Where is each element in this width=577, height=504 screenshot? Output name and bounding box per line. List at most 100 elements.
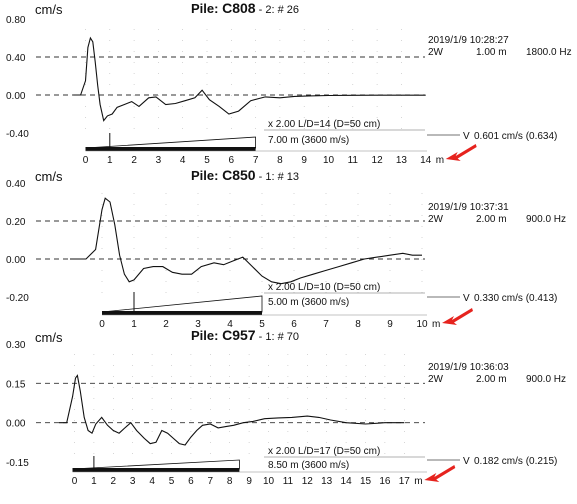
pile-id: C850 <box>222 167 256 183</box>
y-tick-label: 0.20 <box>6 217 26 228</box>
x-tick-label: 12 <box>302 476 314 487</box>
x-tick-label: 6 <box>229 155 235 166</box>
y-tick-label: -0.40 <box>6 129 29 140</box>
title-prefix: Pile: <box>191 1 222 16</box>
x-tick-label: 8 <box>227 476 233 487</box>
x-tick-label: 4 <box>149 476 155 487</box>
sampling-frequency: 900.0 Hz <box>526 214 566 225</box>
x-unit-label: m <box>436 155 444 166</box>
test-datetime: 2019/1/9 10:36:03 <box>428 362 509 373</box>
info-length-label: 7.00 m (3600 m/s) <box>268 135 349 146</box>
x-tick-label: 0 <box>72 476 78 487</box>
info-ld-label: x 2.00 L/D=14 (D=50 cm) <box>268 119 380 130</box>
pile-sub: - 1: # 13 <box>256 171 299 183</box>
window-length: 2.00 m <box>476 374 507 385</box>
x-tick-label: 11 <box>348 155 359 166</box>
velocity-label: V <box>463 131 470 142</box>
chart-title: Pile: C808 - 2: # 26 <box>191 0 299 16</box>
title-prefix: Pile: <box>191 328 222 343</box>
x-tick-label: 2 <box>111 476 117 487</box>
x-tick-label: 13 <box>321 476 333 487</box>
x-tick-label: 6 <box>188 476 194 487</box>
chart-title: Pile: C850 - 1: # 13 <box>191 167 299 183</box>
x-tick-label: 10 <box>323 155 335 166</box>
pile-length-bar <box>85 147 256 151</box>
chart-panel-c957: cm/s Pile: C957 - 1: # 70 0.30 0.15 0.00 -0.1… <box>6 327 566 487</box>
y-unit-label: cm/s <box>35 169 63 184</box>
y-unit-label: cm/s <box>35 330 63 345</box>
sampling-frequency: 900.0 Hz <box>526 374 566 385</box>
x-tick-label: 3 <box>195 319 201 330</box>
x-tick-label: 8 <box>277 155 283 166</box>
window-length: 1.00 m <box>476 47 507 58</box>
x-tick-label: 0 <box>99 319 105 330</box>
pile-length-bar <box>102 311 262 315</box>
x-tick-label: 16 <box>379 476 391 487</box>
x-tick-label: 5 <box>169 476 175 487</box>
x-tick-label: 15 <box>360 476 372 487</box>
pile-sub: - 2: # 26 <box>256 4 299 16</box>
x-unit-label: m <box>432 319 440 330</box>
x-tick-label: 0 <box>83 155 89 166</box>
y-tick-label: -0.20 <box>6 293 29 304</box>
x-tick-label: 10 <box>416 319 428 330</box>
velocity-value: 0.330 cm/s (0.413) <box>474 293 557 304</box>
x-tick-label: 8 <box>355 319 361 330</box>
x-tick-label: 14 <box>420 155 432 166</box>
x-tick-label: 1 <box>131 319 137 330</box>
y-tick-label: 0.40 <box>6 179 26 190</box>
test-datetime: 2019/1/9 10:37:31 <box>428 202 509 213</box>
velocity-waveform <box>73 36 426 122</box>
x-tick-label: 9 <box>387 319 393 330</box>
chart-title: Pile: C957 - 1: # 70 <box>191 327 299 343</box>
pile-length-wedge <box>85 136 257 149</box>
y-tick-label: 0.15 <box>6 379 26 390</box>
red-arrow-icon <box>424 465 456 482</box>
window-mode: 2W <box>428 214 444 225</box>
x-tick-label: 5 <box>204 155 210 166</box>
x-tick-label: 4 <box>227 319 233 330</box>
velocity-waveform <box>70 197 422 285</box>
y-tick-label: 0.80 <box>6 15 26 26</box>
x-tick-label: 3 <box>156 155 162 166</box>
pile-length-wedge <box>101 295 263 313</box>
velocity-value: 0.182 cm/s (0.215) <box>474 456 557 467</box>
pile-id: C957 <box>222 327 256 343</box>
x-tick-label: 5 <box>259 319 265 330</box>
y-tick-label: 0.00 <box>6 419 26 430</box>
chart-panel-c850: cm/s Pile: C850 - 1: # 13 0.40 0.20 0.00 -0.2… <box>6 167 566 330</box>
x-tick-label: 3 <box>130 476 136 487</box>
window-mode: 2W <box>428 47 444 58</box>
x-tick-label: 4 <box>180 155 186 166</box>
x-tick-label: 7 <box>208 476 214 487</box>
red-arrow-icon <box>445 144 477 161</box>
x-tick-label: 14 <box>341 476 353 487</box>
y-tick-label: 0.30 <box>6 340 26 351</box>
x-tick-label: 7 <box>253 155 259 166</box>
x-tick-label: 11 <box>283 476 294 487</box>
chart-panel-c808: cm/s Pile: C808 - 2: # 26 0.80 0.40 0.00 -0.4… <box>6 0 572 166</box>
pile-id: C808 <box>222 0 256 16</box>
info-length-label: 5.00 m (3600 m/s) <box>268 297 349 308</box>
velocity-label: V <box>463 293 470 304</box>
velocity-waveform <box>59 374 405 446</box>
red-arrow-icon <box>442 308 473 325</box>
x-tick-label: 9 <box>301 155 307 166</box>
x-tick-label: 17 <box>399 476 411 487</box>
y-tick-label: 0.40 <box>6 53 26 64</box>
x-tick-label: 2 <box>131 155 137 166</box>
x-tick-label: 1 <box>91 476 97 487</box>
title-prefix: Pile: <box>191 168 222 183</box>
x-tick-label: 10 <box>263 476 275 487</box>
window-mode: 2W <box>428 374 444 385</box>
y-unit-label: cm/s <box>35 2 63 17</box>
sampling-frequency: 1800.0 Hz <box>526 47 572 58</box>
x-unit-label: m <box>414 476 422 487</box>
window-length: 2.00 m <box>476 214 507 225</box>
y-tick-label: -0.15 <box>6 458 29 469</box>
y-tick-label: 0.00 <box>6 255 26 266</box>
x-tick-label: 7 <box>323 319 329 330</box>
pile-length-wedge <box>72 459 240 470</box>
y-tick-label: 0.00 <box>6 91 26 102</box>
